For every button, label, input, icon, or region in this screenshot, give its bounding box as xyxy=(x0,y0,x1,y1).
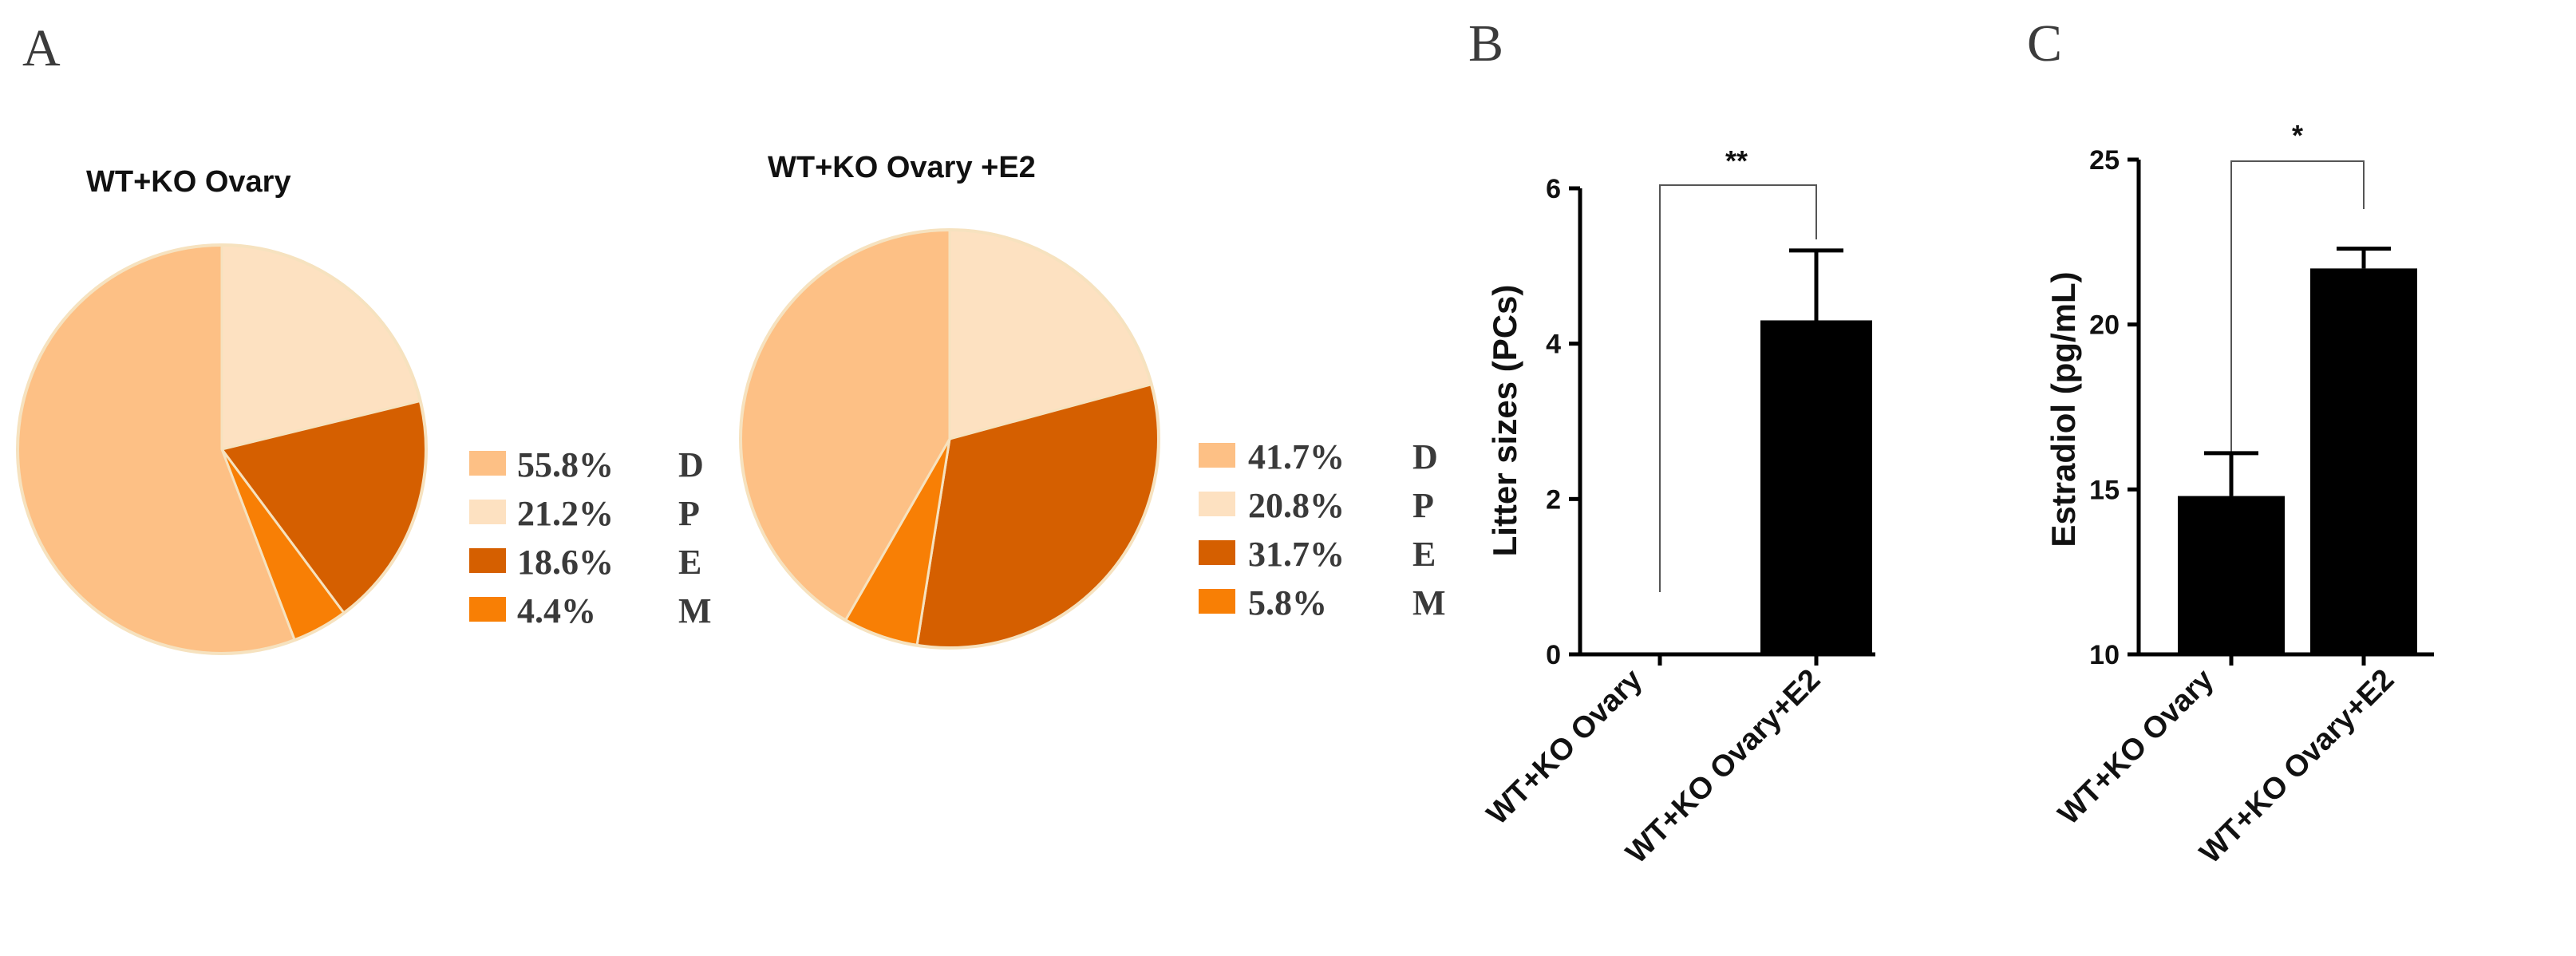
legend-percent-m: 5.8% xyxy=(1248,583,1327,622)
legend-swatch-m xyxy=(1199,589,1235,614)
x-tick-label-wt-ko-ovary-e2: WT+KO Ovary+E2 xyxy=(2194,663,2401,871)
y-axis-label: Litter sizes (PCs) xyxy=(1486,285,1523,557)
legend-percent-e: 18.6% xyxy=(517,543,614,582)
legend-percent-m: 4.4% xyxy=(517,591,596,630)
x-tick-label-wt-ko-ovary: WT+KO Ovary xyxy=(2052,663,2220,832)
bar-chart-estradiol: Estradiol (pg/mL) 10 15 20 25 WT+KO Ovary W… xyxy=(2045,119,2434,870)
pie-legend: 41.7% D 20.8% P 31.7% E 5.8% M xyxy=(1199,437,1446,622)
legend-name-d: D xyxy=(678,445,704,484)
y-tick-label: 20 xyxy=(2089,310,2120,341)
significance-label: * xyxy=(2292,119,2303,152)
y-tick-label: 2 xyxy=(1546,484,1561,515)
significance-bracket xyxy=(2230,160,2365,576)
legend-swatch-e xyxy=(1199,540,1235,565)
axes: 0 2 4 6 xyxy=(1546,174,1875,670)
legend-swatch-e xyxy=(469,548,506,573)
legend-percent-p: 20.8% xyxy=(1248,486,1345,525)
pie-chart-wt-ko-ovary: WT+KO Ovary 55.8% D 21.2% P 18.6% E 4.4%… xyxy=(16,165,712,655)
significance-label: ** xyxy=(1725,144,1748,177)
pie-slices xyxy=(16,243,428,655)
y-tick-label: 25 xyxy=(2089,145,2120,176)
y-tick-label: 15 xyxy=(2089,475,2120,505)
bar-2 xyxy=(1760,320,1872,654)
legend-name-e: E xyxy=(678,543,701,582)
significance-bracket xyxy=(1659,184,1817,592)
bar-2 xyxy=(2310,268,2417,654)
legend-percent-d: 41.7% xyxy=(1248,437,1345,476)
legend-name-p: P xyxy=(678,494,700,533)
y-tick-label: 0 xyxy=(1546,640,1561,670)
x-tick-label-wt-ko-ovary-e2: WT+KO Ovary+E2 xyxy=(1620,663,1827,871)
panel-letter-a: A xyxy=(22,19,61,77)
pie-chart-wt-ko-ovary-e2: WT+KO Ovary +E2 41.7% D 20.8% P 31.7% E … xyxy=(739,151,1446,650)
pie-legend: 55.8% D 21.2% P 18.6% E 4.4% M xyxy=(469,445,712,630)
legend-percent-e: 31.7% xyxy=(1248,535,1345,574)
legend-percent-p: 21.2% xyxy=(517,494,614,533)
pie-title: WT+KO Ovary xyxy=(86,165,291,199)
legend-swatch-p xyxy=(1199,492,1235,516)
bar-chart-litter-sizes: Litter sizes (PCs) 0 2 4 6 WT+KO Ovary WT+K… xyxy=(1480,144,1875,870)
x-tick-label-wt-ko-ovary: WT+KO Ovary xyxy=(1480,663,1649,832)
legend-name-p: P xyxy=(1412,486,1434,525)
bars xyxy=(1760,248,1872,654)
y-tick-label: 10 xyxy=(2089,640,2120,670)
legend-swatch-d xyxy=(469,451,506,476)
legend-swatch-d xyxy=(1199,443,1235,468)
pie-outline xyxy=(739,228,1160,650)
bar-1 xyxy=(2178,496,2285,654)
pie-outline xyxy=(16,243,428,655)
y-tick-label: 4 xyxy=(1546,330,1561,360)
panel-letter-b: B xyxy=(1468,14,1503,73)
pie-title: WT+KO Ovary +E2 xyxy=(768,151,1036,184)
legend-swatch-m xyxy=(469,597,506,622)
legend-swatch-p xyxy=(469,500,506,524)
legend-name-d: D xyxy=(1412,437,1438,476)
legend-percent-d: 55.8% xyxy=(517,445,614,484)
panel-letter-c: C xyxy=(2027,14,2062,73)
pie-slices xyxy=(739,228,1160,650)
legend-name-m: M xyxy=(678,591,712,630)
legend-name-e: E xyxy=(1412,535,1436,574)
y-tick-label: 6 xyxy=(1546,174,1561,204)
legend-name-m: M xyxy=(1412,583,1446,622)
y-axis-label: Estradiol (pg/mL) xyxy=(2045,271,2082,547)
bars xyxy=(2178,247,2417,654)
